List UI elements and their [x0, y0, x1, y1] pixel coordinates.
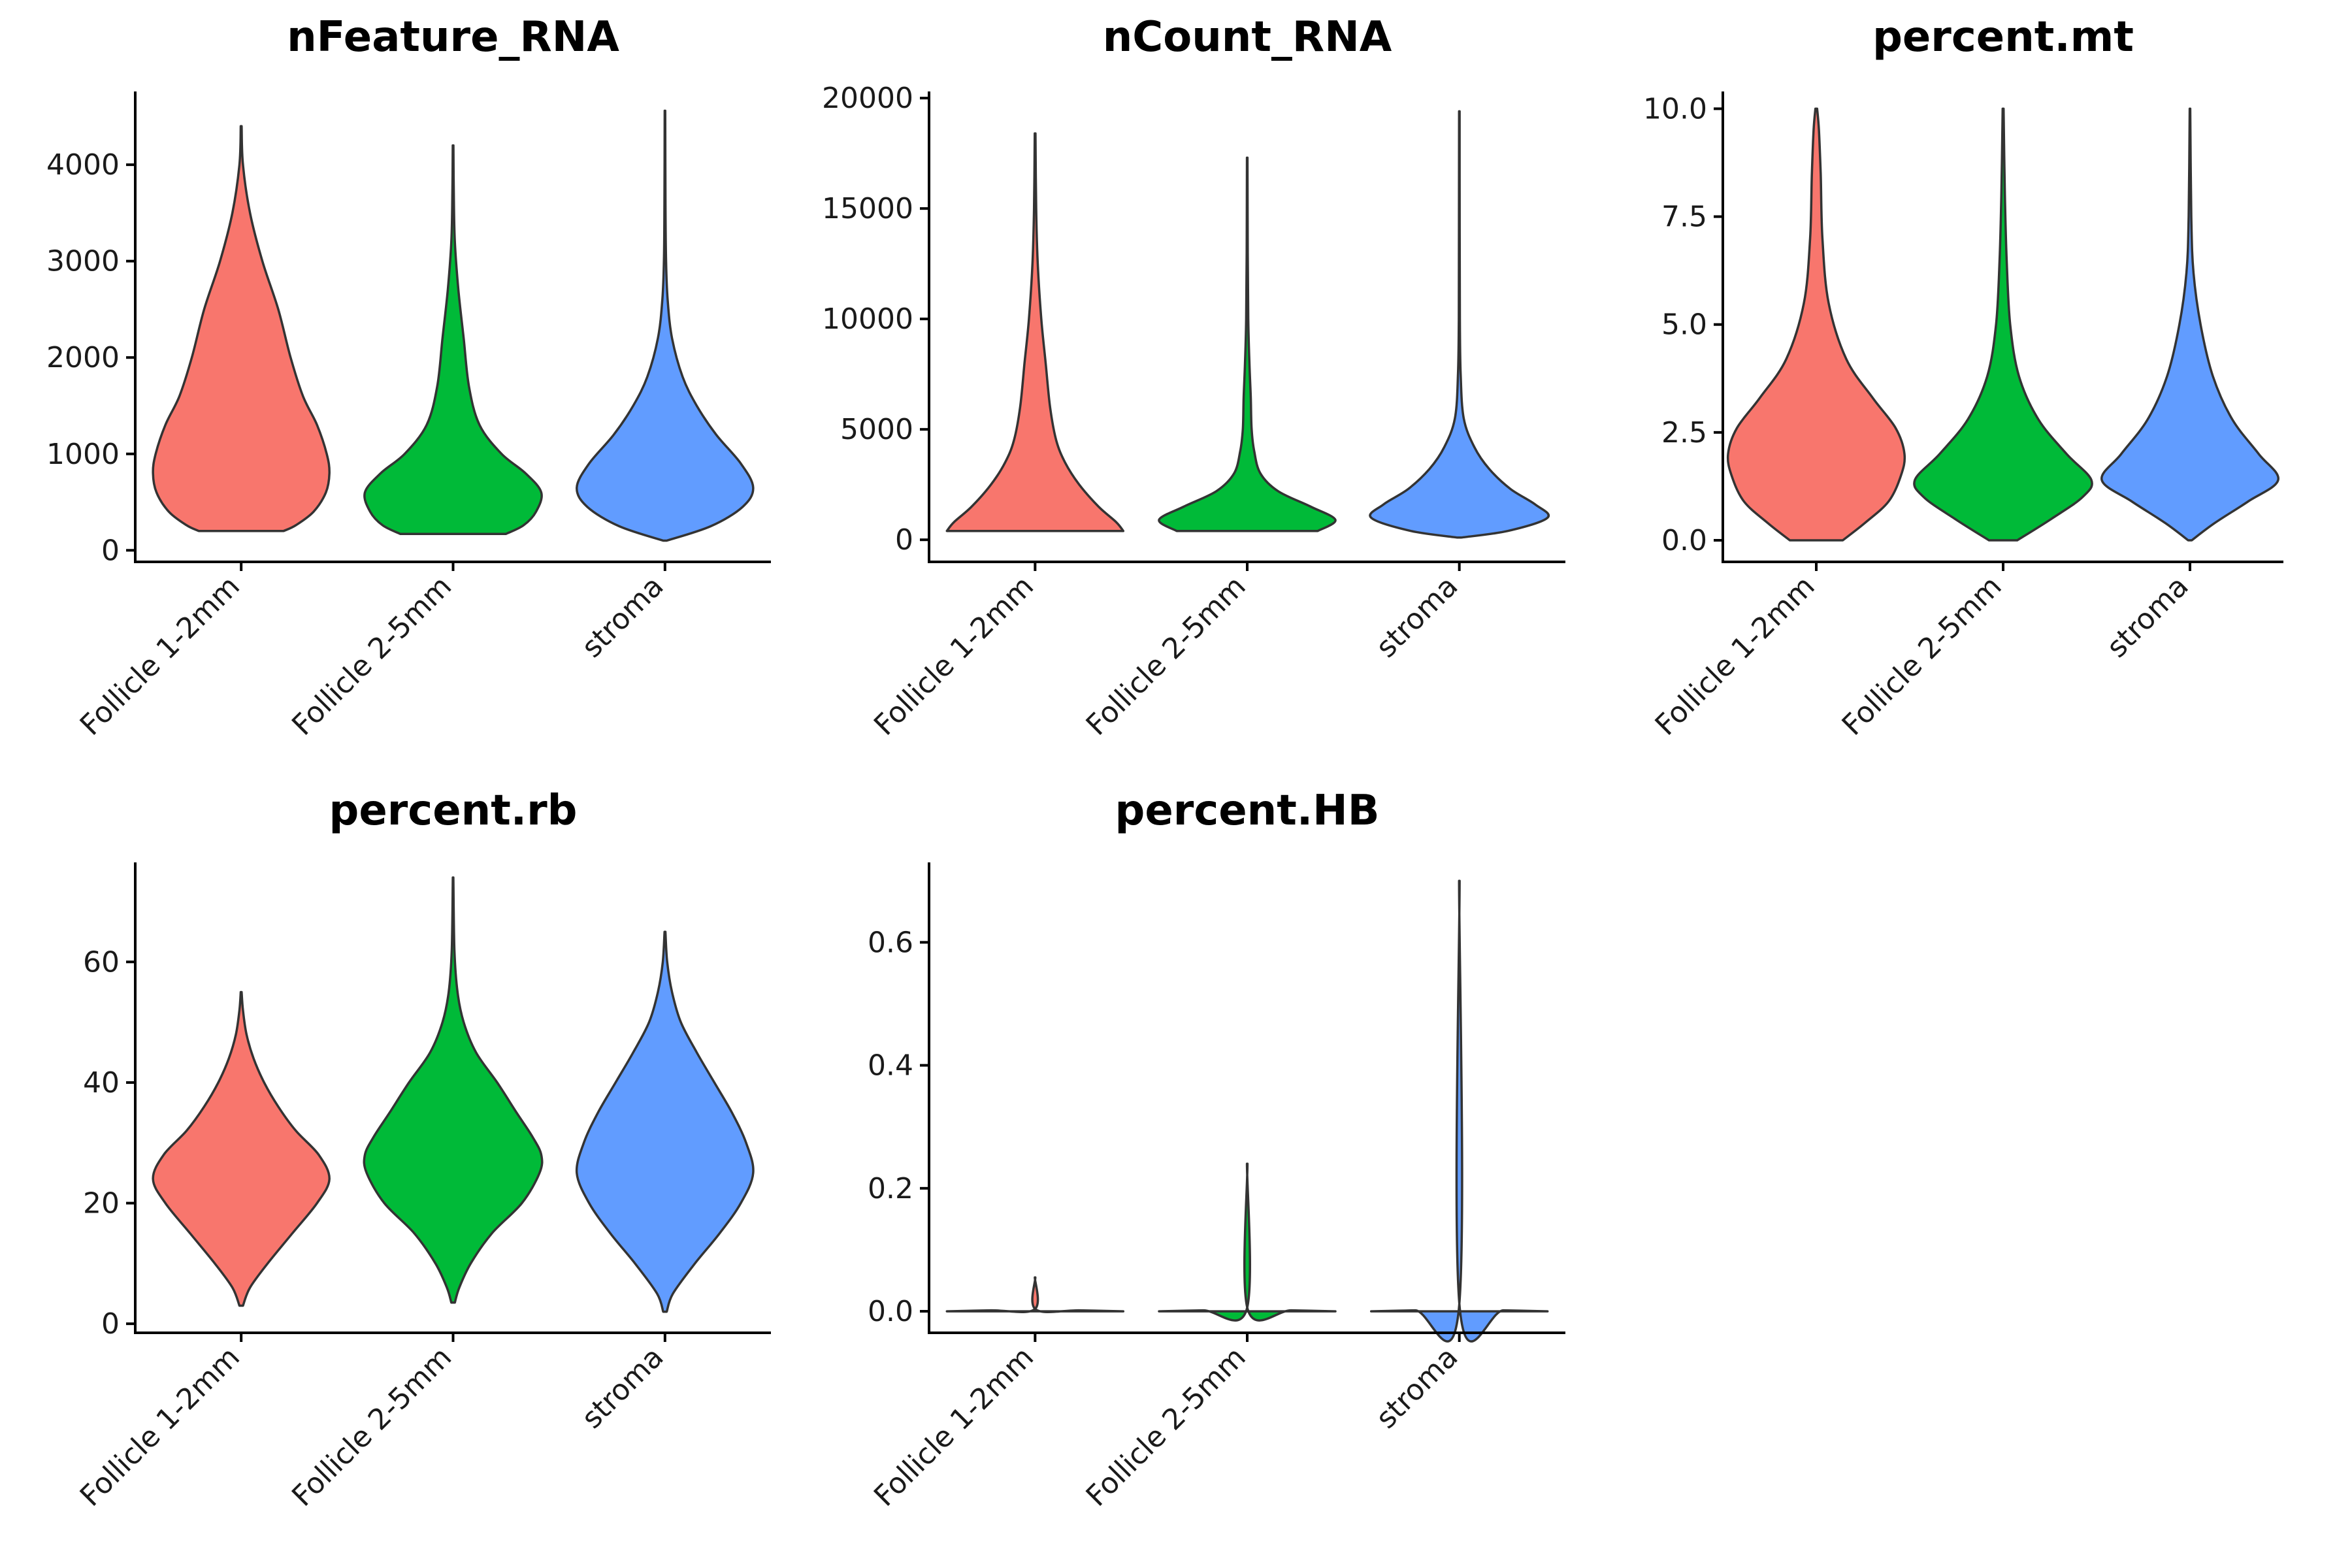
x-tick-label: Follicle 2-5mm — [1080, 1341, 1252, 1513]
y-tick-label: 5.0 — [1661, 308, 1707, 342]
x-tick-label: Follicle 1-2mm — [868, 570, 1040, 742]
y-tick-label: 0.6 — [868, 926, 913, 959]
violin-follicle-1-2mm — [1726, 107, 1906, 542]
x-tick-label: stroma — [1369, 1341, 1464, 1435]
panel-title: percent.mt — [1872, 13, 2134, 61]
x-tick-label: Follicle 2-5mm — [286, 570, 458, 742]
violin-stroma — [575, 930, 755, 1313]
violin-follicle-1-2mm — [152, 990, 331, 1307]
y-tick-label: 0 — [101, 1307, 120, 1341]
y-tick-label: 20 — [83, 1187, 120, 1220]
x-tick-label: Follicle 2-5mm — [286, 1341, 458, 1513]
violin-follicle-2-5mm — [1913, 107, 2093, 542]
x-tick-label: stroma — [2100, 570, 2195, 664]
y-tick-label: 5000 — [840, 413, 913, 446]
y-tick-label: 60 — [83, 945, 120, 979]
violin-stroma — [1369, 879, 1549, 1343]
y-tick-label: 20000 — [822, 82, 913, 115]
y-tick-label: 7.5 — [1661, 201, 1707, 234]
x-tick-label: stroma — [576, 570, 670, 664]
violin-follicle-1-2mm — [945, 132, 1125, 532]
y-tick-label: 0.0 — [868, 1295, 913, 1328]
y-tick-label: 0.2 — [868, 1172, 913, 1205]
panel-title: percent.HB — [1115, 787, 1380, 835]
panel-percent-hb: percent.HB 0.0 0.2 0.4 0.6 Follicle 1-2mm Foll… — [868, 787, 1565, 1513]
panel-title: percent.rb — [329, 787, 578, 835]
violin-follicle-1-2mm — [945, 1276, 1125, 1313]
y-tick-label: 1000 — [46, 438, 120, 471]
y-tick-label: 0.4 — [868, 1049, 913, 1083]
x-tick-label: Follicle 1-2mm — [868, 1341, 1040, 1513]
violin-stroma — [2100, 107, 2279, 542]
x-tick-label: stroma — [576, 1341, 670, 1435]
y-tick-label: 3000 — [46, 245, 120, 278]
y-tick-label: 15000 — [822, 192, 913, 225]
panel-nfeature-rna: nFeature_RNA 0 1000 2000 3000 4000 Follicle 1-… — [46, 13, 771, 742]
violin-follicle-2-5mm — [1158, 1162, 1337, 1322]
y-tick-label: 10000 — [822, 302, 913, 336]
x-tick-label: stroma — [1369, 570, 1464, 664]
y-tick-label: 2000 — [46, 341, 120, 374]
violin-follicle-2-5mm — [363, 144, 543, 535]
x-tick-label: Follicle 2-5mm — [1080, 570, 1252, 742]
y-tick-label: 0 — [101, 534, 120, 567]
y-tick-label: 40 — [83, 1066, 120, 1100]
panel-ncount-rna: nCount_RNA 0 5000 10000 15000 20000 Follicle 1… — [822, 13, 1565, 742]
x-tick-label: Follicle 1-2mm — [74, 1341, 246, 1513]
panel-percent-rb: percent.rb 0 20 40 60 Follicle 1-2mm Follicle … — [74, 787, 771, 1513]
x-tick-label: Follicle 1-2mm — [74, 570, 246, 742]
violin-stroma — [576, 109, 755, 542]
y-tick-label: 4000 — [46, 148, 120, 182]
y-tick-label: 10.0 — [1643, 92, 1707, 125]
violin-stroma — [1369, 110, 1550, 539]
x-tick-label: Follicle 1-2mm — [1649, 570, 1821, 742]
violin-follicle-2-5mm — [363, 876, 544, 1304]
y-tick-label: 0 — [895, 523, 913, 557]
panel-title: nFeature_RNA — [287, 13, 619, 61]
violin-follicle-2-5mm — [1158, 156, 1337, 532]
panel-percent-mt: percent.mt 0.0 2.5 5.0 7.5 10.0 Follicle 1-2mm… — [1643, 13, 2283, 742]
y-tick-label: 0.0 — [1661, 524, 1707, 557]
violin-follicle-1-2mm — [152, 125, 331, 532]
panel-title: nCount_RNA — [1103, 13, 1392, 61]
x-tick-label: Follicle 2-5mm — [1836, 570, 2008, 742]
y-tick-label: 2.5 — [1661, 416, 1707, 449]
